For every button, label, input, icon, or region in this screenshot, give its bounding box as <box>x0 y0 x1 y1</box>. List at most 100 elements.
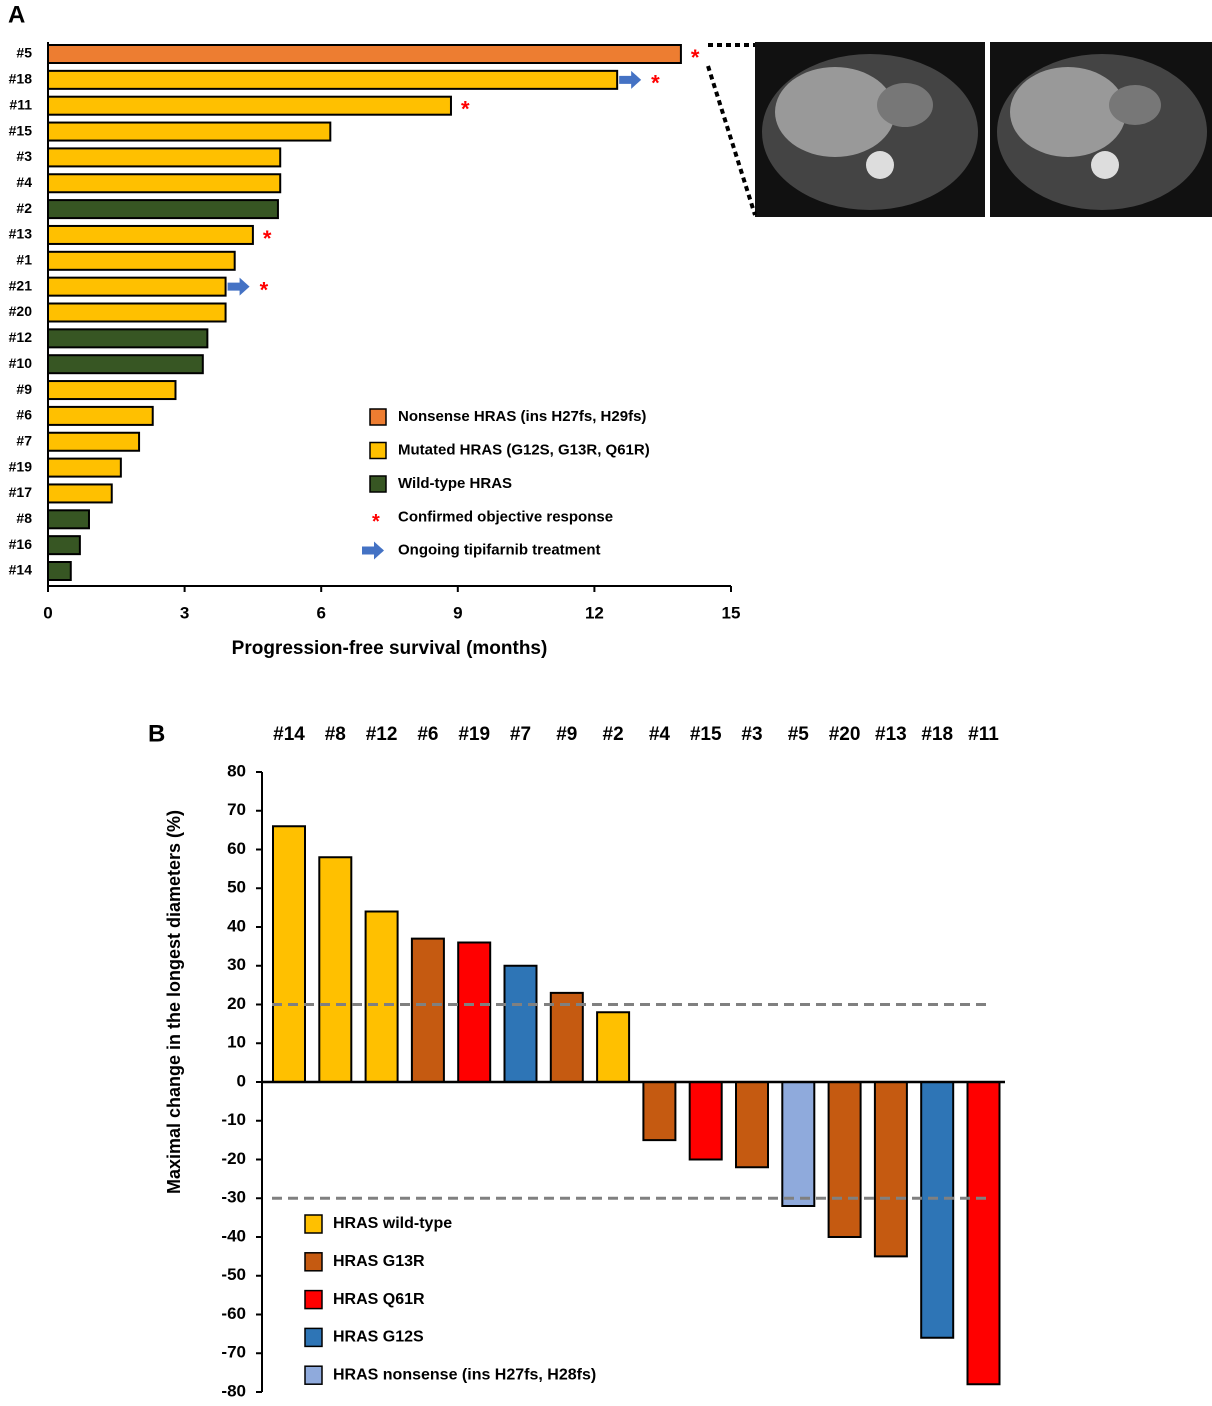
bar <box>875 1082 907 1256</box>
panel-label: B <box>148 720 165 747</box>
category-label: #1 <box>16 252 32 268</box>
category-label: #2 <box>16 200 32 216</box>
bar <box>48 381 175 399</box>
response-asterisk: * <box>260 277 269 302</box>
panel-label: A <box>8 1 25 28</box>
legend-label: Nonsense HRAS (ins H27fs, H29fs) <box>398 408 646 425</box>
category-label: #20 <box>9 303 33 319</box>
legend-label: HRAS G13R <box>333 1253 425 1270</box>
bar <box>829 1082 861 1237</box>
category-label: #18 <box>9 71 33 87</box>
category-label: #4 <box>649 724 671 745</box>
category-label: #9 <box>16 381 32 397</box>
y-tick-label: 0 <box>237 1071 246 1090</box>
legend-label: Wild-type HRAS <box>398 475 512 492</box>
category-label: #18 <box>921 724 953 745</box>
bar <box>48 304 226 322</box>
bar <box>48 433 139 451</box>
legend-label: HRAS wild-type <box>333 1215 452 1232</box>
legend-swatch <box>305 1253 322 1271</box>
category-label: #16 <box>9 536 33 552</box>
category-label: #10 <box>9 355 33 371</box>
category-label: #15 <box>9 122 33 138</box>
response-asterisk: * <box>651 71 660 96</box>
legend-label: Confirmed objective response <box>398 508 613 525</box>
bar <box>48 484 112 502</box>
x-tick-label: 15 <box>722 603 741 622</box>
bar <box>319 857 351 1082</box>
legend-swatch <box>370 443 386 459</box>
category-label: #11 <box>968 724 999 745</box>
bar <box>48 510 89 528</box>
category-label: #12 <box>366 724 398 745</box>
x-axis-label: Progression-free survival (months) <box>232 638 548 659</box>
ongoing-arrow <box>619 71 641 89</box>
legend-asterisk: * <box>372 511 380 533</box>
category-label: #14 <box>9 562 33 578</box>
x-tick-label: 3 <box>180 603 189 622</box>
legend-label: Ongoing tipifarnib treatment <box>398 541 601 558</box>
y-tick-label: 80 <box>227 761 246 780</box>
category-label: #9 <box>556 724 577 745</box>
bar <box>48 407 153 425</box>
legend-swatch <box>370 409 386 425</box>
bar <box>458 943 490 1083</box>
bar <box>48 97 451 115</box>
legend-label: Mutated HRAS (G12S, G13R, Q61R) <box>398 441 650 458</box>
y-tick-label: -70 <box>221 1343 246 1362</box>
x-tick-label: 12 <box>585 603 604 622</box>
bar <box>736 1082 768 1167</box>
bar <box>366 912 398 1083</box>
y-axis-label: Maximal change in the longest diameters … <box>164 810 184 1194</box>
legend-label: HRAS G12S <box>333 1329 424 1346</box>
category-label: #13 <box>9 226 33 242</box>
bar <box>48 562 71 580</box>
y-tick-label: 50 <box>227 878 246 897</box>
y-tick-label: -50 <box>221 1265 246 1284</box>
category-label: #8 <box>16 510 32 526</box>
bar <box>48 252 235 270</box>
bar <box>690 1082 722 1160</box>
ct-images <box>708 42 1212 217</box>
category-label: #20 <box>829 724 861 745</box>
bar <box>48 355 203 373</box>
category-label: #14 <box>273 724 305 745</box>
category-label: #7 <box>510 724 531 745</box>
category-label: #4 <box>16 174 32 190</box>
ongoing-arrow <box>228 278 250 296</box>
figure: A B 03691215Progression-free survival (m… <box>0 0 1212 1406</box>
bar <box>273 826 305 1082</box>
legend-swatch <box>305 1328 322 1346</box>
y-tick-label: 40 <box>227 916 246 935</box>
bar <box>505 966 537 1082</box>
response-asterisk: * <box>691 45 700 70</box>
bar <box>48 174 280 192</box>
category-label: #6 <box>417 724 438 745</box>
x-tick-label: 6 <box>316 603 325 622</box>
bar <box>48 278 226 296</box>
y-tick-label: 10 <box>227 1033 246 1052</box>
category-label: #6 <box>16 407 32 423</box>
category-label: #19 <box>9 458 33 474</box>
category-label: #3 <box>16 148 32 164</box>
response-asterisk: * <box>461 97 470 122</box>
category-label: #5 <box>788 724 810 745</box>
category-label: #15 <box>690 724 722 745</box>
bar <box>48 329 207 347</box>
y-tick-label: -60 <box>221 1304 246 1323</box>
y-tick-label: -20 <box>221 1149 246 1168</box>
bar <box>48 226 253 244</box>
x-tick-label: 0 <box>43 603 52 622</box>
bar <box>921 1082 953 1338</box>
bar <box>48 536 80 554</box>
legend-swatch <box>305 1291 322 1309</box>
bar <box>643 1082 675 1140</box>
category-label: #13 <box>875 724 907 745</box>
y-tick-label: 20 <box>227 994 246 1013</box>
bar <box>48 459 121 477</box>
y-tick-label: -40 <box>221 1226 246 1245</box>
category-label: #3 <box>741 724 762 745</box>
category-label: #5 <box>16 45 32 61</box>
bar <box>597 1012 629 1082</box>
legend-arrow <box>362 542 384 560</box>
